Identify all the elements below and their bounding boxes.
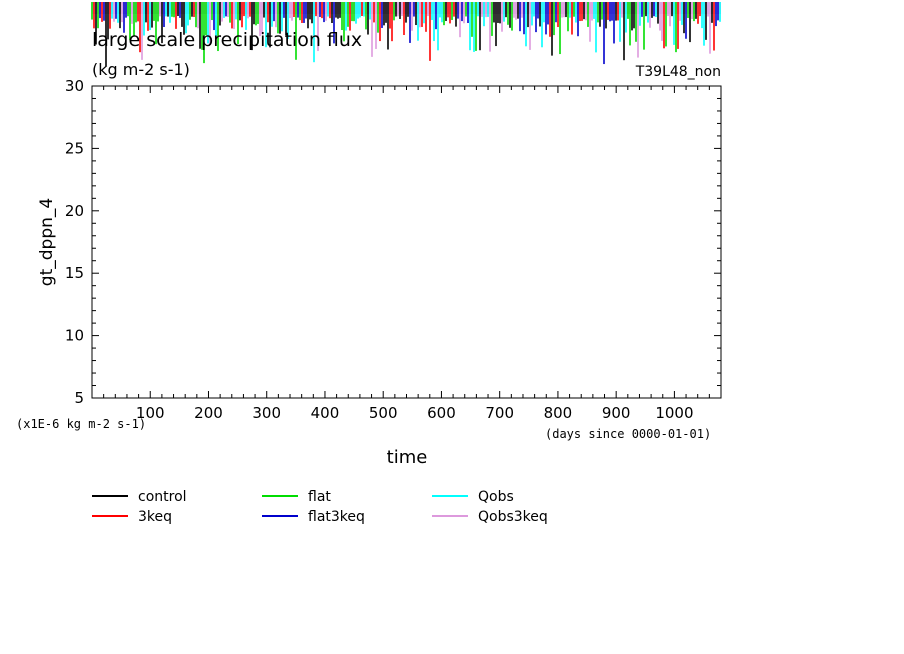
x-tick-label: 500 bbox=[369, 404, 398, 422]
x-unit-note: (days since 0000-01-01) bbox=[545, 427, 711, 441]
x-tick-label: 100 bbox=[136, 404, 165, 422]
experiment-label: T39L48_non bbox=[635, 64, 721, 80]
x-tick-label: 200 bbox=[194, 404, 223, 422]
plot-frame bbox=[91, 85, 722, 399]
x-axis-label: time bbox=[387, 447, 428, 468]
y-axis-label: gt_dppn_4 bbox=[37, 198, 57, 286]
y-tick-label: 15 bbox=[65, 264, 84, 282]
overflow-data-spikes bbox=[91, 2, 721, 67]
chart-subtitle: (kg m-2 s-1) bbox=[92, 60, 190, 79]
y-axis-ticks: 5 10 15 20 25 30 bbox=[65, 77, 721, 407]
x-tick-label: 800 bbox=[544, 404, 573, 422]
chart-title: large scale precipitation flux bbox=[92, 29, 362, 51]
y-tick-label: 10 bbox=[65, 327, 84, 345]
x-tick-label: 900 bbox=[602, 404, 631, 422]
legend-label: control bbox=[138, 489, 187, 505]
y-tick-label: 20 bbox=[65, 202, 84, 220]
legend-label: flat bbox=[308, 489, 331, 505]
x-axis-ticks: 100 200 300 400 500 600 700 800 900 1000 bbox=[103, 86, 710, 422]
x-tick-label: 1000 bbox=[655, 404, 693, 422]
x-tick-label: 700 bbox=[485, 404, 514, 422]
y-tick-label: 30 bbox=[65, 77, 84, 95]
legend: control 3keq flat flat3keq Qobs Qobs3keq bbox=[92, 489, 548, 525]
legend-label: Qobs3keq bbox=[478, 509, 548, 525]
y-unit-note: (x1E-6 kg m-2 s-1) bbox=[16, 417, 146, 431]
legend-label: Qobs bbox=[478, 489, 514, 505]
legend-label: flat3keq bbox=[308, 509, 365, 525]
legend-label: 3keq bbox=[138, 509, 172, 525]
x-tick-label: 600 bbox=[427, 404, 456, 422]
y-tick-label: 5 bbox=[74, 389, 84, 407]
x-tick-label: 400 bbox=[311, 404, 340, 422]
x-tick-label: 300 bbox=[252, 404, 281, 422]
y-tick-label: 25 bbox=[65, 139, 84, 157]
